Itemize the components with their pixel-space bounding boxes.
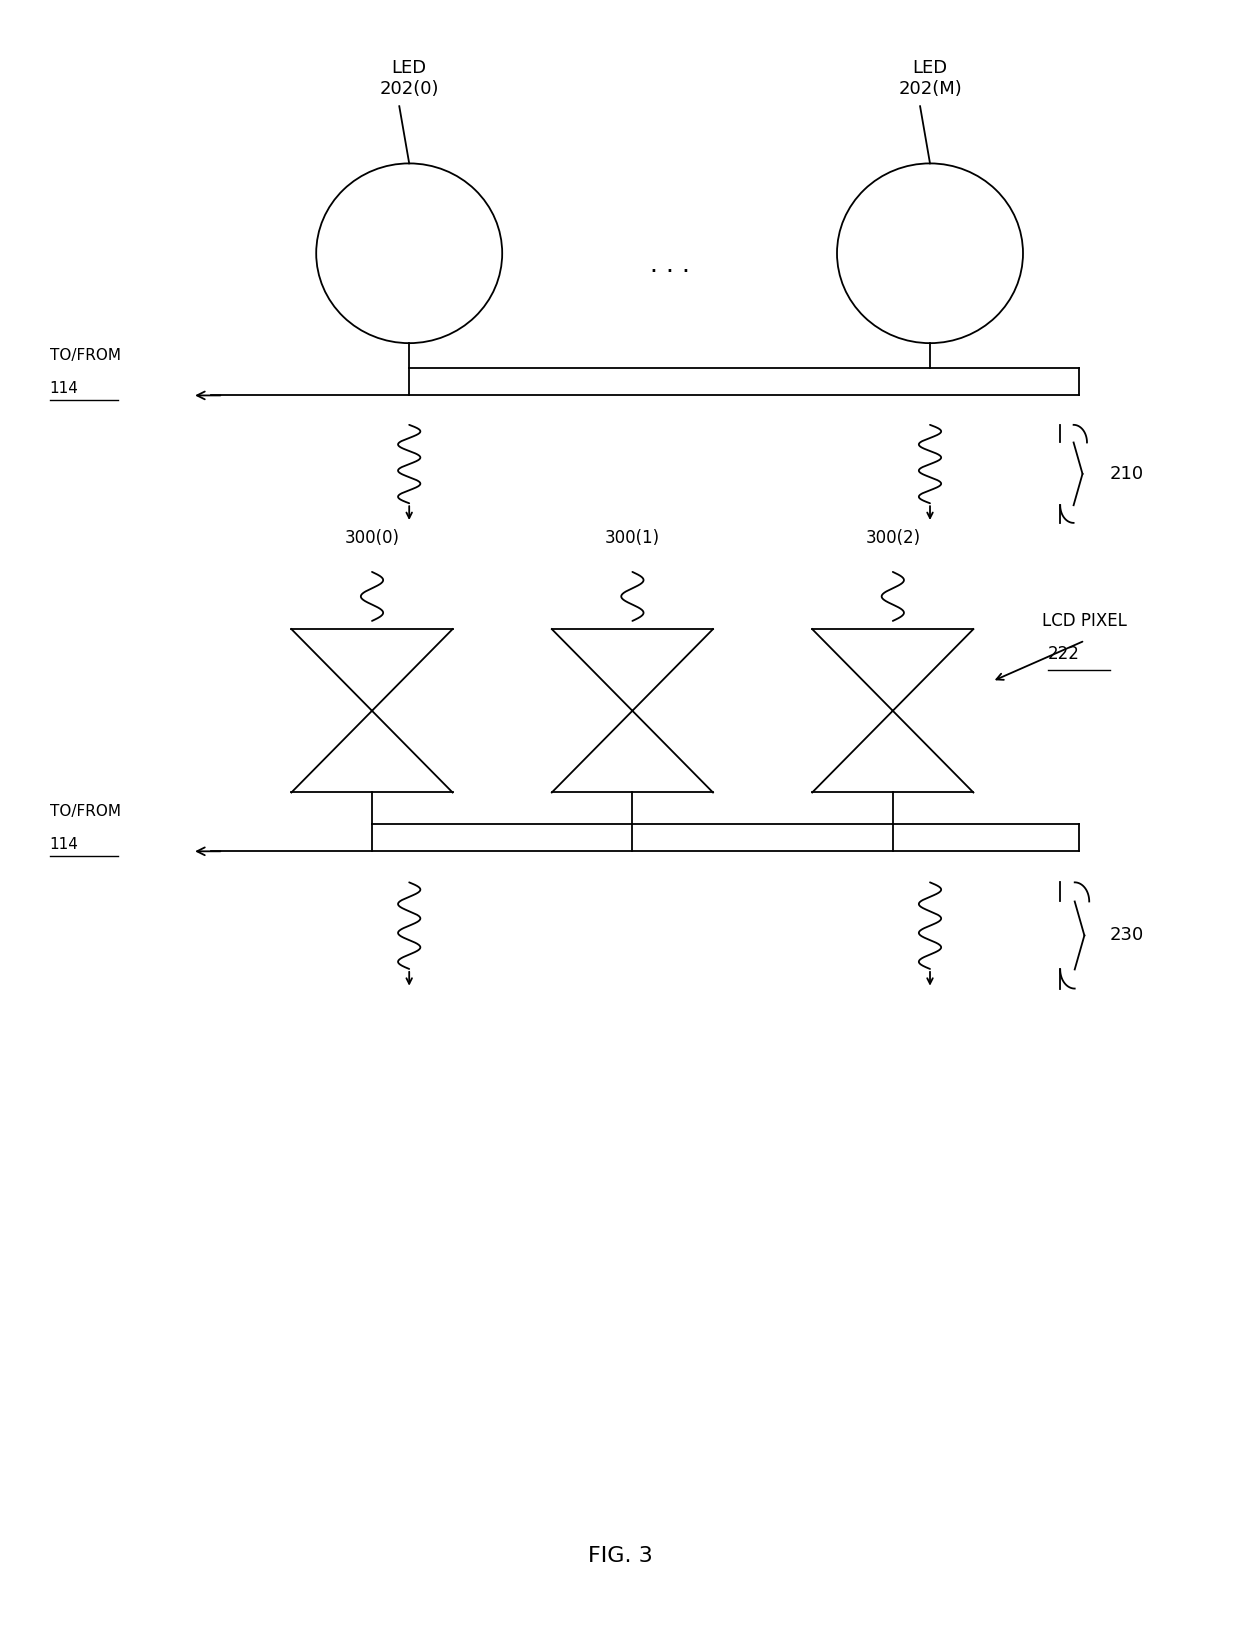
- Text: 300(1): 300(1): [605, 529, 660, 547]
- Text: LED
202(0): LED 202(0): [379, 59, 439, 98]
- Text: TO/FROM: TO/FROM: [50, 804, 120, 819]
- Text: LCD PIXEL: LCD PIXEL: [1042, 611, 1126, 631]
- Text: 300(0): 300(0): [345, 529, 399, 547]
- Text: FIG. 3: FIG. 3: [588, 1546, 652, 1565]
- Text: LED
202(M): LED 202(M): [898, 59, 962, 98]
- Text: 114: 114: [50, 381, 78, 395]
- Text: TO/FROM: TO/FROM: [50, 348, 120, 363]
- Text: . . .: . . .: [650, 253, 689, 276]
- Text: 114: 114: [50, 837, 78, 851]
- Text: 230: 230: [1110, 925, 1145, 944]
- Text: 210: 210: [1110, 464, 1145, 484]
- Text: 222: 222: [1048, 644, 1080, 663]
- Text: 300(2): 300(2): [866, 529, 920, 547]
